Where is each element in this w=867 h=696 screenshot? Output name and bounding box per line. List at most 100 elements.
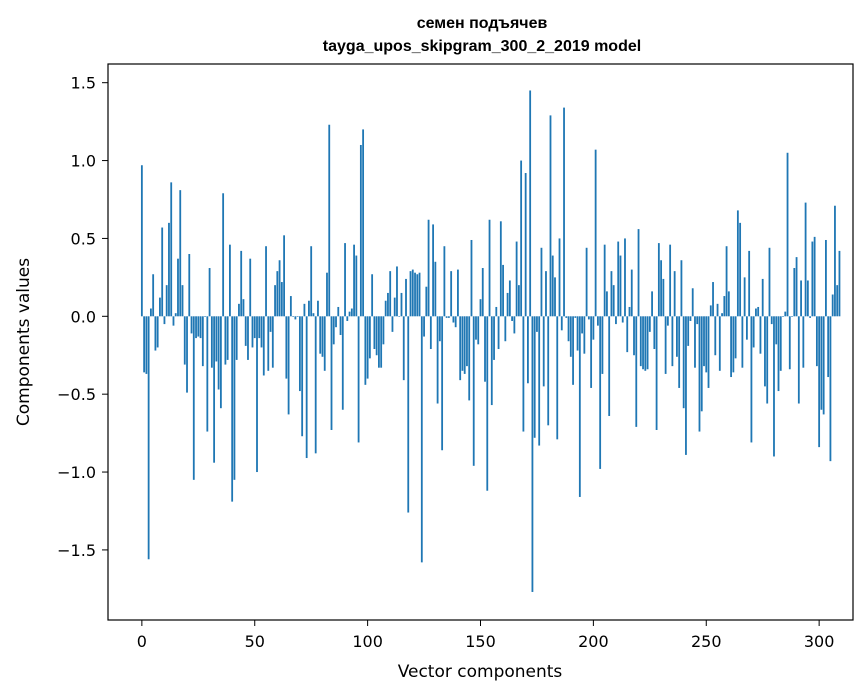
bar-102 [371, 274, 374, 317]
bar-128 [429, 316, 432, 350]
bar-142 [461, 316, 464, 371]
bar-97 [359, 144, 362, 317]
bar-295 [806, 280, 809, 317]
y-tick-label: 1.0 [71, 152, 96, 171]
bar-220 [637, 229, 640, 317]
bar-64 [285, 316, 288, 379]
chart-subtitle: tayga_upos_skipgram_300_2_2019 model [323, 38, 641, 55]
bar-25 [197, 316, 200, 337]
bar-309 [838, 250, 841, 317]
bar-177 [540, 247, 543, 317]
bar-45 [242, 299, 245, 317]
bar-19 [183, 316, 186, 365]
bar-298 [813, 236, 816, 317]
bar-104 [375, 316, 378, 356]
bar-99 [364, 316, 367, 385]
bar-78 [317, 300, 319, 317]
bar-30 [208, 268, 211, 317]
bar-218 [633, 316, 635, 356]
bar-273 [757, 306, 760, 317]
bar-264 [736, 210, 739, 317]
bar-207 [608, 316, 611, 416]
bar-149 [477, 316, 480, 345]
bar-52 [258, 316, 261, 339]
bar-11 [165, 285, 168, 317]
bar-59 [274, 285, 276, 317]
bar-132 [438, 316, 441, 342]
bar-178 [542, 316, 545, 387]
bar-27 [201, 316, 204, 367]
bar-268 [745, 316, 748, 340]
bar-68 [294, 316, 297, 320]
bar-180 [547, 316, 550, 426]
bar-18 [181, 285, 184, 317]
bar-175 [536, 316, 538, 332]
bar-208 [610, 271, 613, 317]
y-tick-label: −0.5 [57, 385, 96, 404]
bar-123 [418, 272, 421, 317]
bar-162 [506, 292, 509, 317]
bar-133 [441, 316, 444, 451]
bar-189 [567, 316, 570, 342]
bar-61 [278, 260, 281, 317]
bar-36 [222, 193, 225, 317]
bar-249 [703, 316, 705, 367]
bar-233 [666, 316, 669, 326]
bar-169 [522, 316, 525, 432]
bar-308 [836, 285, 839, 317]
bar-1 [143, 316, 146, 373]
bar-4 [149, 308, 152, 317]
bar-32 [213, 316, 216, 463]
x-tick-label: 300 [804, 632, 835, 651]
bar-2 [145, 316, 148, 374]
bar-34 [217, 316, 220, 390]
bar-113 [396, 266, 398, 317]
plot-area-frame [107, 63, 854, 621]
bar-156 [493, 316, 495, 360]
y-tick-label: −1.0 [57, 463, 96, 482]
bar-9 [161, 227, 164, 317]
bar-270 [750, 316, 753, 443]
bar-293 [802, 316, 805, 368]
bar-109 [387, 292, 389, 317]
bar-176 [538, 316, 541, 446]
bar-282 [777, 316, 780, 392]
bar-254 [714, 316, 717, 356]
bar-181 [549, 115, 552, 317]
bar-271 [752, 316, 755, 348]
y-tick-label: −1.5 [57, 541, 96, 560]
bar-153 [486, 316, 489, 491]
bar-166 [515, 241, 518, 317]
bar-168 [520, 160, 523, 317]
bar-141 [459, 316, 462, 381]
chart-title: семен подъячев [417, 15, 548, 32]
bar-87 [337, 306, 340, 317]
bar-46 [244, 316, 247, 346]
bar-240 [682, 316, 685, 409]
bar-186 [560, 316, 563, 331]
bar-15 [174, 313, 177, 317]
bar-159 [499, 221, 502, 317]
bar-257 [721, 313, 723, 317]
bar-108 [384, 300, 387, 317]
bar-205 [603, 244, 606, 317]
bar-225 [648, 316, 651, 332]
bar-299 [815, 316, 818, 367]
bar-229 [657, 243, 660, 317]
bar-198 [587, 316, 590, 320]
bar-122 [416, 274, 419, 317]
bar-8 [159, 297, 161, 317]
bar-121 [414, 272, 416, 317]
bar-256 [718, 316, 721, 371]
bar-239 [680, 260, 683, 317]
bar-33 [215, 316, 218, 362]
bar-193 [576, 316, 579, 351]
bar-22 [190, 316, 193, 334]
bar-280 [773, 316, 775, 457]
bar-107 [382, 316, 385, 345]
bar-291 [797, 316, 800, 404]
bar-152 [484, 316, 486, 382]
bar-170 [524, 173, 527, 317]
bar-289 [793, 268, 796, 317]
bar-54 [262, 316, 265, 376]
